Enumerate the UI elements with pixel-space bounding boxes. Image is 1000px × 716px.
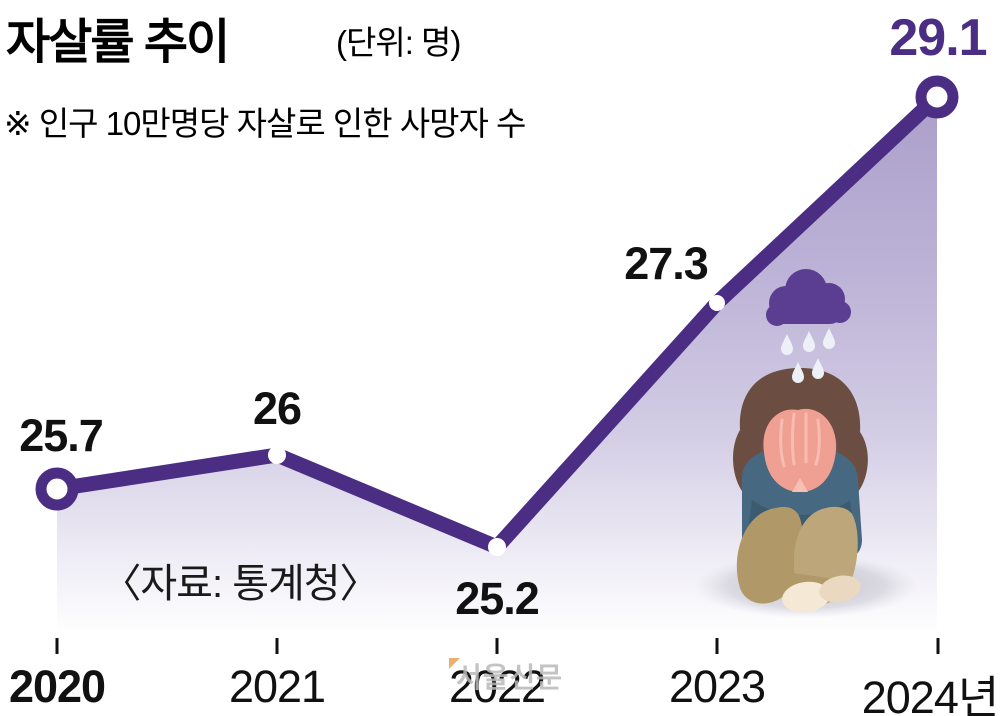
area-fill [57, 97, 937, 630]
x-label-2024: 2024년 [861, 672, 1000, 716]
x-label-2020: 2020 [8, 661, 106, 712]
x-label-2022: 2022 [448, 661, 546, 712]
marker-2021 [268, 446, 286, 464]
marker-2022 [488, 538, 506, 556]
x-label-2023: 2023 [668, 661, 766, 712]
chart-title: 자살률 추이 [6, 16, 230, 69]
marker-2020 [35, 467, 79, 511]
foot-left [782, 581, 830, 613]
unit-label: (단위: 명) [336, 24, 461, 61]
rain-cloud-icon [766, 269, 851, 383]
publisher-watermark: 서울신문 [449, 656, 563, 696]
hair [733, 368, 868, 498]
x-label-2021: 2021 [228, 661, 326, 712]
depressed-person-illustration [694, 368, 918, 618]
value-label-2020: 25.7 [19, 410, 104, 461]
value-label-2023: 27.3 [624, 238, 709, 289]
value-label-2024: 29.1 [889, 9, 987, 67]
value-label-2022: 25.2 [455, 573, 540, 624]
finger-highlights [779, 412, 821, 468]
watermark-flag-icon [449, 658, 460, 669]
rain-drops [781, 328, 835, 383]
x-axis-ticks [55, 638, 940, 654]
chin [792, 478, 808, 492]
data-source-label: 〈자료: 통계청〉 [101, 562, 379, 606]
value-label-2021: 26 [252, 383, 302, 434]
chart-note: ※ 인구 10만명당 자살로 인한 사망자 수 [4, 105, 526, 142]
watermark-text: 서울신문 [456, 662, 564, 693]
marker-2024 [915, 75, 959, 119]
foot-right [819, 575, 861, 603]
marker-2023 [709, 295, 725, 311]
